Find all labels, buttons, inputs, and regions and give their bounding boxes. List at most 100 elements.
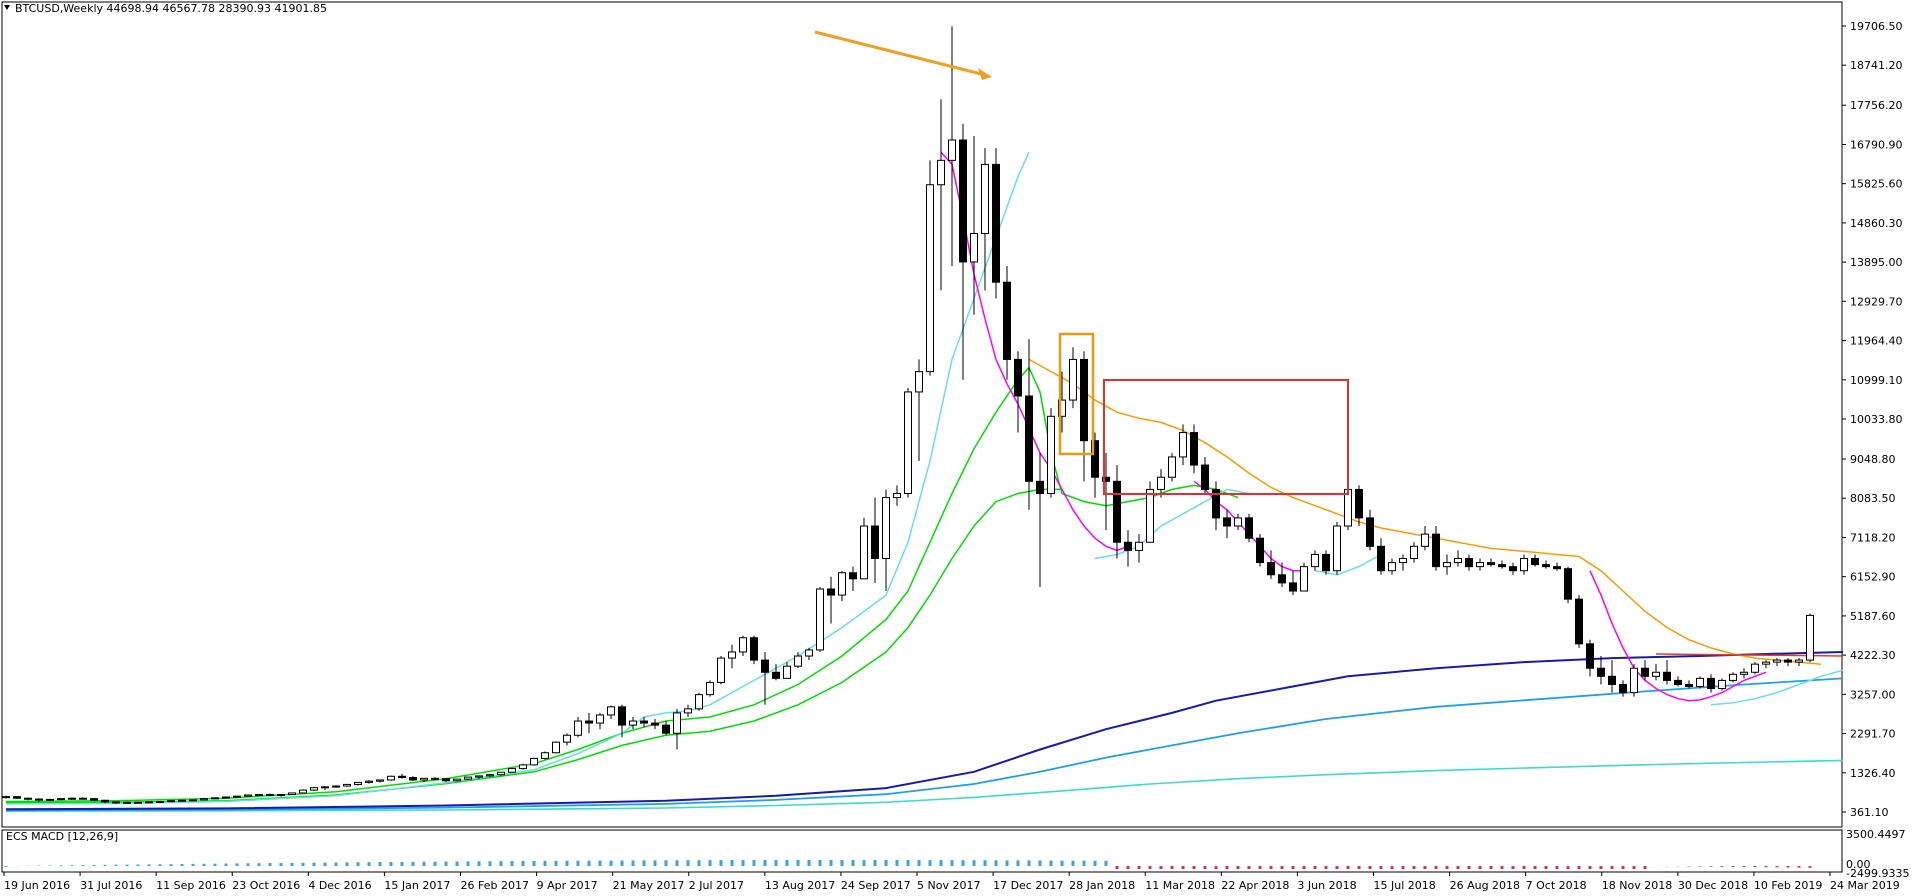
candle-bear — [1025, 395, 1033, 482]
macd-bar — [466, 861, 470, 866]
macd-bar — [70, 865, 74, 866]
candle-bull — [1410, 545, 1418, 560]
time-tick-label: 17 Dec 2017 — [993, 879, 1063, 892]
price-tick-label: 5187.60 — [1850, 610, 1896, 623]
time-tick-label: 13 Aug 2017 — [765, 879, 835, 892]
candle-bull — [354, 781, 362, 785]
candle-bull — [244, 794, 252, 797]
price-tick-label: 18741.20 — [1850, 59, 1903, 72]
candle-bear — [1432, 533, 1440, 568]
macd-bar — [378, 862, 382, 866]
macd-bar — [1192, 866, 1196, 869]
time-tick-label: 30 Dec 2018 — [1678, 879, 1748, 892]
candle-bear — [1091, 440, 1099, 478]
macd-bar — [1709, 866, 1713, 867]
macd-scale-bottom: -2499.9335 — [1846, 867, 1909, 880]
macd-bar — [389, 861, 393, 866]
candle-bear — [761, 659, 769, 673]
macd-bar — [1478, 866, 1482, 869]
candle-bear — [585, 720, 593, 724]
candle-bull — [629, 720, 637, 726]
candle-bull — [893, 493, 901, 499]
candle-bull — [1399, 558, 1407, 564]
time-tick-label: 4 Dec 2016 — [308, 879, 371, 892]
macd-bar — [829, 860, 833, 866]
macd-bar — [1346, 866, 1350, 869]
candle-bear — [1509, 566, 1517, 572]
candle-bull — [211, 797, 219, 800]
macd-bar — [1269, 866, 1273, 869]
macd-bar — [1313, 866, 1317, 869]
candle-bear — [1256, 537, 1264, 564]
price-tick-label: 17756.20 — [1850, 99, 1903, 112]
candle-bear — [662, 724, 670, 734]
macd-bar — [884, 860, 888, 866]
macd-histogram — [4, 860, 1812, 869]
candle-bull — [1421, 533, 1429, 547]
macd-bar — [158, 864, 162, 866]
candle-bear — [101, 799, 109, 803]
candle-bull — [794, 655, 802, 667]
macd-bar — [873, 860, 877, 866]
macd-bar — [1115, 866, 1119, 869]
macd-bar — [1764, 866, 1768, 868]
time-tick-label: 2 Jul 2017 — [689, 879, 744, 892]
candle-bull — [1630, 667, 1638, 694]
macd-bar — [367, 862, 371, 866]
macd-bar — [235, 863, 239, 866]
macd-bar — [81, 865, 85, 866]
macd-bar — [1412, 866, 1416, 869]
macd-bar — [1247, 866, 1251, 869]
macd-bar — [1786, 866, 1790, 868]
macd-bar — [1456, 866, 1460, 869]
candle-bull — [310, 787, 318, 791]
candle-bear — [1377, 545, 1385, 572]
collapse-triangle-icon[interactable] — [4, 5, 10, 10]
time-tick-label: 19 Jun 2016 — [4, 879, 70, 892]
macd-bar — [345, 862, 349, 866]
macd-bar — [312, 862, 316, 866]
macd-bar — [895, 860, 899, 866]
candle-bull — [497, 771, 505, 776]
candle-bull — [145, 801, 153, 804]
price-tick-label: 7118.20 — [1850, 531, 1896, 544]
macd-bar — [1467, 866, 1471, 869]
candle-bull — [684, 708, 692, 714]
candle-bull — [255, 794, 263, 797]
macd-bar — [1104, 860, 1108, 866]
candle-bear — [1564, 568, 1572, 600]
macd-bar — [1610, 866, 1614, 869]
candle-bull — [948, 139, 956, 161]
macd-bar — [719, 860, 723, 866]
time-tick-label: 21 May 2017 — [613, 879, 685, 892]
candle-bull — [1718, 679, 1726, 690]
macd-bar — [147, 864, 151, 866]
candle-bear — [1531, 558, 1539, 566]
macd-bar — [48, 865, 52, 866]
macd-bar — [477, 861, 481, 866]
candle-bear — [1619, 683, 1627, 694]
symbol-header: BTCUSD,Weekly 44698.94 46567.78 28390.93… — [15, 2, 327, 15]
candle-bull — [805, 649, 813, 657]
candle-bear — [1487, 562, 1495, 566]
macd-bar — [521, 861, 525, 866]
candle-bear — [1608, 675, 1616, 685]
macd-bar — [1368, 866, 1372, 869]
macd-bar — [510, 861, 514, 866]
candle-bear — [772, 671, 780, 679]
candle-bear — [1267, 562, 1275, 576]
candle-bear — [1685, 683, 1693, 687]
moving-averages — [5, 151, 1844, 812]
ma-line-navy — [5, 651, 1844, 811]
candle-bull — [1135, 541, 1143, 551]
time-tick-label: 28 Jan 2018 — [1069, 879, 1135, 892]
macd-bar — [224, 863, 228, 866]
candle-bull — [783, 665, 791, 679]
macd-bar — [1225, 866, 1229, 869]
macd-bar — [290, 862, 294, 866]
macd-bar — [114, 864, 118, 866]
macd-bar — [301, 862, 305, 866]
ma-line-cyan — [5, 151, 1844, 805]
